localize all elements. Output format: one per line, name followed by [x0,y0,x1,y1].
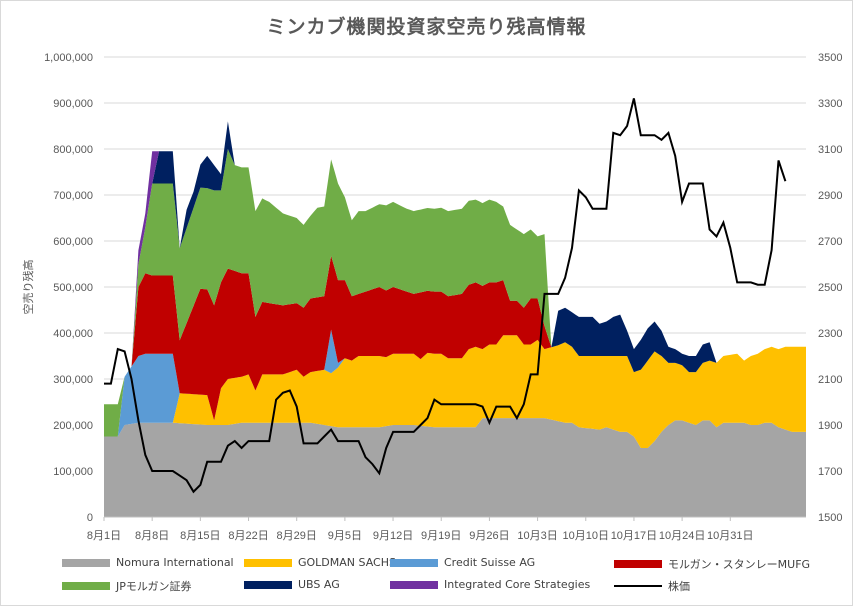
x-tick-label: 8月15日 [180,530,220,542]
legend-label: UBS AG [298,578,340,591]
x-tick-label: 8月1日 [87,530,121,542]
area-morgan [104,255,806,437]
legend-label: モルガン・スタンレーMUFG [668,558,811,571]
legend-label: Integrated Core Strategies [444,578,591,591]
y2-tick-label: 2300 [818,328,842,340]
legend-label: 株価 [668,580,690,593]
x-tick-label: 8月8日 [135,530,169,542]
legend-label: Nomura International [116,556,234,569]
x-tick-label: 10月24日 [659,530,705,542]
legend-item: Credit Suisse AG [390,556,535,569]
legend-swatch [62,558,110,567]
y2-tick-label: 1900 [818,420,842,432]
y2-tick-label: 2100 [818,374,842,386]
x-tick-label: 10月3日 [517,530,557,542]
legend-swatch [390,580,438,589]
y-tick-label: 700,000 [53,190,93,202]
legend-item: Nomura International [62,556,234,569]
x-tick-label: 8月29日 [277,530,317,542]
area-jp [104,149,806,437]
y-tick-label: 200,000 [53,420,93,432]
price-line [104,98,787,494]
y2-tick-label: 3500 [818,52,842,64]
legend-item: UBS AG [244,578,340,591]
y2-tick-label: 1700 [818,466,842,478]
legend-item: JPモルガン証券 [62,578,192,594]
x-tick-label: 9月26日 [469,530,509,542]
x-tick-label: 9月19日 [421,530,461,542]
x-tick-label: 9月12日 [373,530,413,542]
legend-item: Integrated Core Strategies [390,578,590,591]
y-tick-label: 500,000 [53,282,93,294]
legend-label: JPモルガン証券 [116,580,192,593]
y-tick-label: 100,000 [53,466,93,478]
legend-label: GOLDMAN SACHS [298,556,396,569]
legend-swatch [614,560,662,568]
y2-tick-label: 1500 [818,512,842,524]
y-tick-label: 600,000 [53,236,93,248]
x-tick-label: 10月17日 [611,530,657,542]
y2-tick-label: 2500 [818,282,842,294]
y-tick-label: 300,000 [53,374,93,386]
y-tick-label: 400,000 [53,328,93,340]
legend-swatch [244,558,292,567]
y2-tick-label: 2700 [818,236,842,248]
area-goldman [104,335,806,448]
y2-tick-label: 3100 [818,144,842,156]
y-axis-label: 空売り残高 [21,260,35,315]
y-tick-label: 0 [87,512,93,524]
area-nomura [104,418,806,517]
legend-item: GOLDMAN SACHS [244,556,396,569]
x-tick-label: 8月22日 [228,530,268,542]
chart-title: ミンカブ機関投資家空売り残高情報 [266,16,587,38]
y-tick-label: 1,000,000 [44,52,93,64]
x-tick-label: 10月31日 [707,530,753,542]
y2-tick-label: 3300 [818,98,842,110]
legend-label: Credit Suisse AG [444,556,536,569]
legend-item: 株価 [614,578,690,594]
y-tick-label: 800,000 [53,144,93,156]
y-tick-label: 900,000 [53,98,93,110]
legend-swatch [62,582,110,590]
x-tick-label: 10月10日 [563,530,609,542]
x-tick-label: 9月5日 [328,530,362,542]
y2-tick-label: 2900 [818,190,842,202]
legend-swatch [614,585,662,587]
legend-item: モルガン・スタンレーMUFG [614,556,810,572]
legend-swatch [390,558,438,567]
legend-swatch [244,580,292,589]
